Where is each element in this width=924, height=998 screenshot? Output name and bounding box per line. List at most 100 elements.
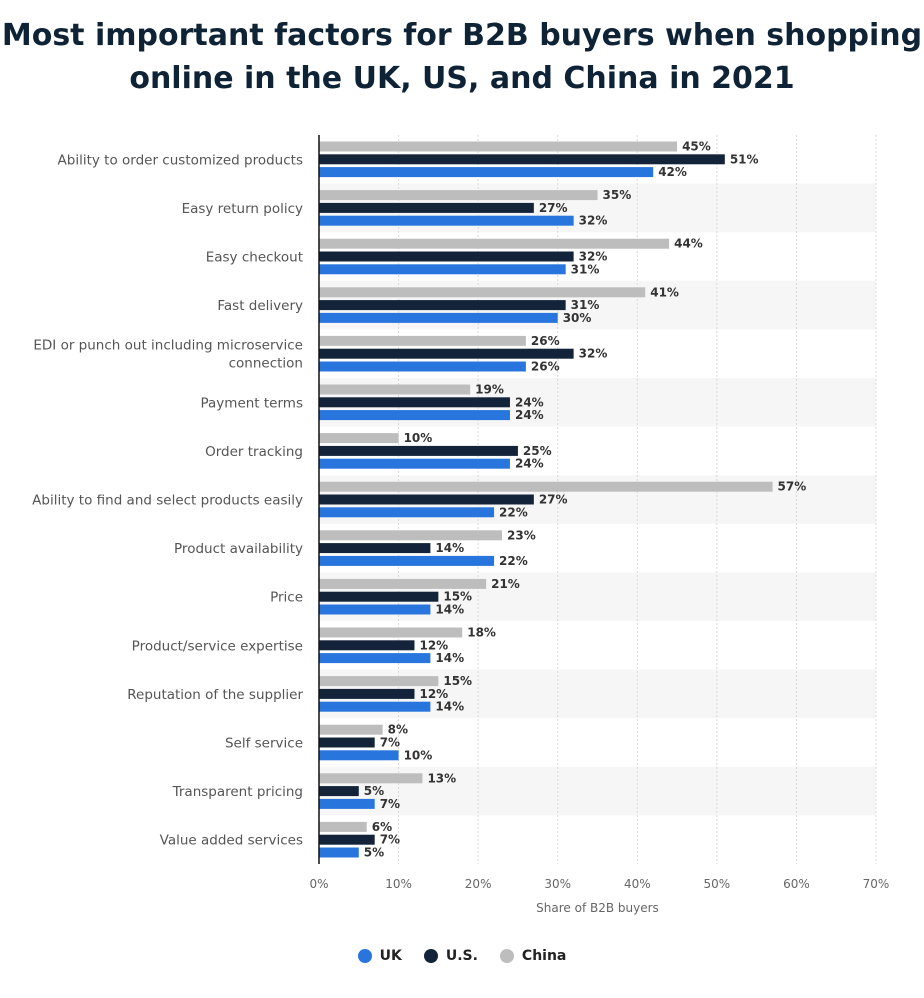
bar-uk (319, 264, 566, 275)
bar-us (319, 251, 574, 262)
legend-item-uk[interactable]: UK (357, 948, 402, 964)
data-label-china: 35% (603, 188, 632, 202)
data-label-uk: 42% (658, 165, 687, 179)
data-label-china: 10% (404, 431, 433, 445)
bar-china (319, 724, 383, 735)
data-label-china: 13% (427, 771, 456, 785)
data-label-us: 7% (380, 833, 400, 847)
category-label: EDI or punch out including microservice (33, 338, 303, 354)
data-label-uk: 14% (435, 700, 464, 714)
data-label-us: 51% (730, 152, 759, 166)
data-label-us: 7% (380, 736, 400, 750)
bar-us (319, 737, 375, 748)
bar-us (319, 786, 359, 797)
data-label-uk: 32% (579, 214, 608, 228)
bar-chart: 45% 51% 42% Ability to order customized pro… (32, 135, 889, 915)
bar-uk (319, 312, 558, 323)
category-label: connection (229, 356, 303, 372)
legend-item-china[interactable]: China (499, 948, 566, 964)
bar-uk (319, 507, 495, 518)
data-label-us: 24% (515, 395, 544, 409)
data-label-us: 15% (443, 590, 472, 604)
data-label-china: 21% (491, 577, 520, 591)
category-label: Product/service expertise (132, 638, 303, 654)
data-label-china: 57% (778, 480, 807, 494)
bar-china (319, 238, 670, 249)
data-label-china: 19% (475, 383, 504, 397)
bar-china (319, 773, 423, 784)
bar-china (319, 821, 367, 832)
bar-china (319, 190, 598, 201)
bar-us (319, 202, 534, 213)
category-label: Ability to order customized products (58, 152, 303, 168)
x-tick-label: 30% (544, 877, 571, 891)
data-label-china: 44% (674, 237, 703, 251)
category-label: Easy return policy (182, 201, 303, 217)
data-label-us: 32% (579, 250, 608, 264)
legend-label-us: U.S. (445, 948, 478, 964)
bar-china (319, 384, 471, 395)
data-label-us: 25% (523, 444, 552, 458)
category-label: Fast delivery (217, 298, 303, 314)
bar-us (319, 640, 415, 651)
category-label: Transparent pricing (172, 784, 303, 800)
chart-title: Most important factors for B2B buyers wh… (0, 14, 924, 100)
data-label-china: 41% (650, 285, 679, 299)
data-label-us: 14% (435, 541, 464, 555)
category-label: Order tracking (205, 444, 303, 460)
category-label: Easy checkout (206, 250, 303, 266)
bar-china (319, 287, 646, 298)
bar-uk (319, 750, 399, 761)
bar-us (319, 494, 534, 505)
bar-china (319, 335, 526, 346)
x-tick-label: 10% (385, 877, 412, 891)
bar-uk (319, 604, 431, 615)
category-label: Reputation of the supplier (127, 687, 303, 703)
bar-china (319, 627, 463, 638)
x-tick-label: 20% (465, 877, 492, 891)
legend-marker-china (499, 949, 514, 963)
data-label-uk: 22% (499, 554, 528, 568)
bar-uk (319, 555, 495, 566)
legend-item-us[interactable]: U.S. (423, 948, 478, 964)
bar-us (319, 591, 439, 602)
x-tick-label: 60% (783, 877, 810, 891)
data-label-uk: 30% (563, 311, 592, 325)
data-label-uk: 22% (499, 505, 528, 519)
chart-legend: UK U.S. China (0, 948, 924, 964)
data-label-china: 45% (682, 140, 711, 154)
legend-marker-us (423, 949, 438, 963)
data-label-uk: 14% (435, 651, 464, 665)
data-label-uk: 24% (515, 408, 544, 422)
category-label: Ability to find and select products easi… (32, 493, 303, 509)
bar-us (319, 688, 415, 699)
data-label-uk: 26% (531, 360, 560, 374)
data-label-china: 18% (467, 626, 496, 640)
data-label-uk: 7% (380, 797, 400, 811)
category-label: Self service (225, 736, 303, 752)
data-label-china: 15% (443, 674, 472, 688)
bar-uk (319, 701, 431, 712)
data-label-us: 5% (364, 784, 384, 798)
category-label: Value added services (160, 833, 303, 849)
bar-china (319, 433, 399, 444)
bar-china (319, 578, 487, 589)
bar-uk (319, 653, 431, 664)
bar-us (319, 154, 725, 165)
bar-uk (319, 167, 654, 178)
bar-china (319, 530, 503, 541)
bar-uk (319, 798, 375, 809)
category-label: Product availability (174, 541, 303, 557)
x-tick-label: 0% (309, 877, 328, 891)
category-label: Price (270, 590, 303, 606)
bar-us (319, 300, 566, 311)
bar-us (319, 445, 518, 456)
data-label-china: 6% (372, 820, 392, 834)
bar-uk (319, 847, 359, 858)
data-label-us: 27% (539, 201, 568, 215)
legend-marker-uk (357, 949, 372, 963)
data-label-us: 12% (419, 638, 448, 652)
bar-uk (319, 458, 510, 469)
bar-us (319, 834, 375, 845)
category-label: Payment terms (201, 395, 304, 411)
